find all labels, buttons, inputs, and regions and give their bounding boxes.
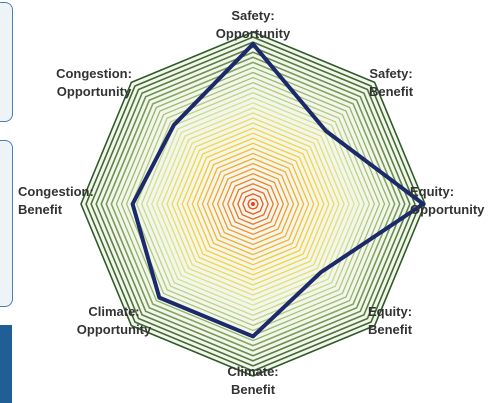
radar-ring	[141, 92, 365, 316]
radar-ring	[186, 137, 320, 271]
radar-ring	[161, 112, 345, 296]
axis-label-congestion-opportunity: Congestion: Opportunity	[56, 66, 132, 99]
radar-ring	[181, 132, 325, 276]
radar-ring	[125, 76, 381, 332]
radar-ring	[171, 122, 335, 286]
radar-ring	[100, 51, 406, 357]
radar-ring	[242, 193, 264, 215]
radar-series	[130, 42, 426, 339]
axis-label-safety-opportunity: Safety: Opportunity	[216, 8, 291, 41]
radar-ring	[151, 102, 355, 306]
radar-ring	[227, 178, 279, 230]
axis-label-congestion-benefit: Congestion: Benefit	[18, 184, 94, 217]
radar-ring	[216, 167, 290, 241]
radar-ring	[80, 31, 426, 377]
edge-panel-bottom	[0, 325, 12, 403]
left-window-edge	[0, 0, 14, 403]
radar-ring	[232, 183, 274, 225]
radar-ring	[146, 97, 360, 311]
radar-ring	[237, 188, 269, 220]
radar-rings	[80, 31, 426, 377]
radar-ring	[166, 117, 340, 291]
axis-labels: Safety: Opportunity Safety: Benefit Equity: O…	[18, 8, 485, 397]
radar-ring	[110, 61, 396, 347]
radar-ring	[115, 66, 391, 342]
radar-ring	[221, 172, 285, 236]
radar-ring	[156, 107, 350, 301]
radar-ring	[247, 198, 259, 210]
edge-panel-middle	[0, 140, 13, 307]
axis-label-climate-benefit: Climate: Benefit	[227, 364, 278, 397]
radar-ring	[130, 81, 376, 327]
radar-ring	[176, 127, 330, 281]
radar-ring	[90, 41, 416, 367]
axis-label-equity-benefit: Equity: Benefit	[368, 304, 413, 337]
radar-ring	[95, 46, 411, 362]
radar-ring	[201, 152, 305, 256]
radar-ring	[196, 147, 310, 261]
axis-label-climate-opportunity: Climate: Opportunity	[77, 304, 152, 337]
radar-ring	[211, 162, 295, 246]
axis-label-safety-benefit: Safety: Benefit	[369, 66, 414, 99]
edge-panel-top	[0, 2, 13, 122]
radar-center	[251, 202, 255, 206]
radar-ring	[206, 157, 300, 251]
radar-ring	[191, 142, 315, 266]
radar-ring	[85, 36, 421, 372]
radar-ring	[105, 56, 401, 352]
series-line	[130, 42, 426, 339]
axis-label-equity-opportunity: Equity: Opportunity	[410, 184, 485, 217]
